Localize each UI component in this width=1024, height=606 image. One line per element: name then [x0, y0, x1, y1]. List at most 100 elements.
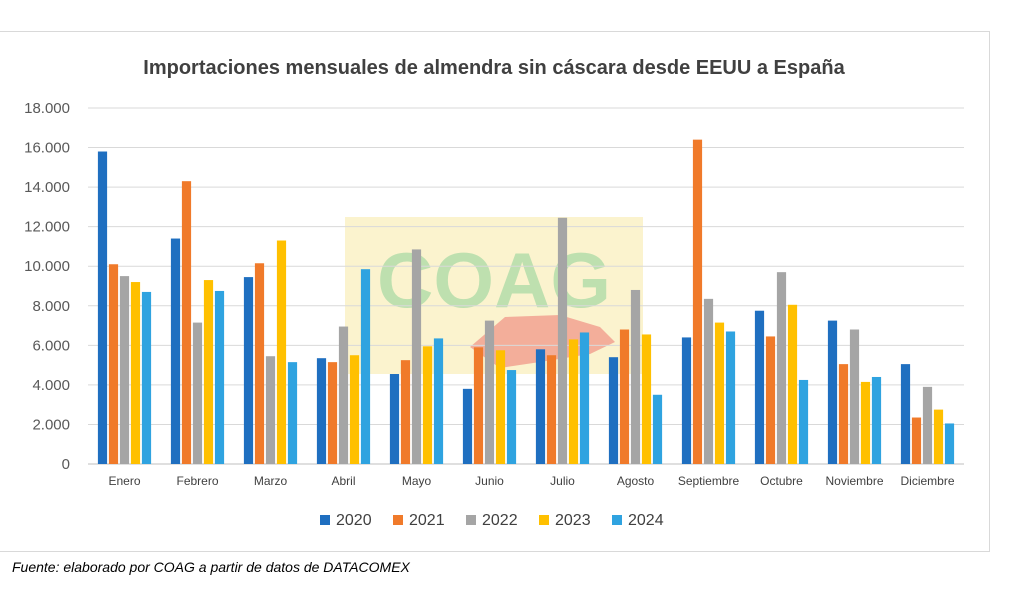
y-tick-label: 14.000 [24, 179, 70, 196]
category-label: Septiembre [678, 474, 740, 488]
y-tick-label: 16.000 [24, 140, 70, 157]
bar-2021-julio [546, 355, 557, 464]
bar-2023-abril [349, 355, 360, 464]
bar-2022-octubre [776, 272, 787, 464]
bar-2023-octubre [787, 304, 798, 464]
y-tick-label: 10.000 [24, 258, 70, 275]
bar-chart: COAG Importaciones mensuales de almendra… [24, 57, 964, 529]
bar-2024-enero [141, 291, 152, 464]
category-label: Junio [475, 474, 504, 488]
y-axis-ticks: 0 2.000 4.000 6.000 8.000 10.000 12.000 14.000 1… [24, 100, 70, 473]
category-label: Octubre [760, 474, 803, 488]
bar-2021-noviembre [838, 364, 849, 464]
bar-2023-julio [568, 339, 579, 464]
bar-2024-septiembre [725, 331, 736, 464]
bar-2022-junio [484, 320, 495, 464]
bar-2020-octubre [754, 310, 765, 464]
bar-2024-noviembre [871, 376, 882, 464]
bar-2022-mayo [411, 249, 422, 464]
category-label: Marzo [254, 474, 288, 488]
bar-2022-febrero [192, 322, 203, 464]
bar-2024-octubre [798, 379, 809, 464]
bar-2021-febrero [181, 181, 192, 464]
bar-2024-marzo [287, 362, 298, 464]
bar-2021-marzo [254, 263, 265, 464]
bar-2020-diciembre [900, 364, 911, 464]
bar-2022-abril [338, 326, 349, 464]
bar-2020-febrero [170, 238, 181, 464]
category-label: Enero [108, 474, 140, 488]
category-label: Abril [331, 474, 355, 488]
y-tick-label: 18.000 [24, 100, 70, 117]
bar-2023-diciembre [933, 409, 944, 464]
bar-2021-diciembre [911, 417, 922, 464]
bar-2023-marzo [276, 240, 287, 464]
legend-swatch-2023 [539, 515, 549, 525]
bar-2021-octubre [765, 336, 776, 464]
bar-2020-noviembre [827, 320, 838, 464]
legend: 2020 2021 2022 2023 2024 [320, 512, 664, 529]
legend-swatch-2021 [393, 515, 403, 525]
bar-2022-enero [119, 276, 130, 464]
legend-label: 2023 [555, 512, 591, 529]
bar-2024-junio [506, 370, 517, 464]
bar-2023-enero [130, 282, 141, 464]
category-label: Diciembre [900, 474, 954, 488]
bar-2024-abril [360, 269, 371, 464]
y-tick-label: 12.000 [24, 219, 70, 236]
category-label: Julio [550, 474, 575, 488]
bar-2022-agosto [630, 289, 641, 464]
bar-2020-enero [97, 151, 108, 464]
bar-2021-septiembre [692, 139, 703, 464]
y-tick-label: 6.000 [32, 337, 70, 354]
y-tick-label: 4.000 [32, 377, 70, 394]
bar-2020-julio [535, 349, 546, 464]
bar-2021-junio [473, 347, 484, 464]
bar-2024-mayo [433, 338, 444, 464]
chart-title: Importaciones mensuales de almendra sin … [143, 57, 845, 79]
bar-2020-junio [462, 388, 473, 464]
bar-2021-enero [108, 264, 119, 464]
bar-2021-mayo [400, 360, 411, 464]
bar-2020-mayo [389, 374, 400, 464]
bar-2023-junio [495, 350, 506, 464]
watermark-tractor-shape [470, 315, 615, 368]
y-tick-label: 0 [62, 456, 70, 473]
bar-2024-julio [579, 332, 590, 464]
bar-2020-marzo [243, 277, 254, 464]
bar-2023-mayo [422, 346, 433, 464]
x-axis-categories: Enero Febrero Marzo Abril Mayo Junio Julio Agos… [108, 474, 954, 488]
bar-2022-diciembre [922, 386, 933, 464]
bar-2020-septiembre [681, 337, 692, 464]
chart-frame: COAG Importaciones mensuales de almendra… [0, 31, 990, 552]
category-label: Agosto [617, 474, 655, 488]
bar-2024-agosto [652, 394, 663, 464]
legend-swatch-2022 [466, 515, 476, 525]
legend-label: 2021 [409, 512, 445, 529]
bar-2022-septiembre [703, 298, 714, 464]
bar-2020-agosto [608, 357, 619, 464]
bar-2023-agosto [641, 334, 652, 464]
bar-2022-noviembre [849, 329, 860, 464]
legend-label: 2022 [482, 512, 518, 529]
bars [97, 139, 955, 464]
bar-2021-abril [327, 362, 338, 464]
bar-2021-agosto [619, 329, 630, 464]
category-label: Mayo [402, 474, 432, 488]
bar-2020-abril [316, 358, 327, 464]
source-note: Fuente: elaborado por COAG a partir de d… [12, 559, 410, 575]
legend-label: 2024 [628, 512, 664, 529]
bar-2024-diciembre [944, 423, 955, 464]
bar-2023-noviembre [860, 381, 871, 464]
legend-swatch-2020 [320, 515, 330, 525]
bar-2022-julio [557, 217, 568, 464]
bar-2022-marzo [265, 356, 276, 464]
legend-swatch-2024 [612, 515, 622, 525]
bar-2023-septiembre [714, 322, 725, 464]
legend-label: 2020 [336, 512, 372, 529]
y-tick-label: 2.000 [32, 416, 70, 433]
bar-2023-febrero [203, 280, 214, 464]
category-label: Noviembre [825, 474, 883, 488]
category-label: Febrero [176, 474, 218, 488]
bar-2024-febrero [214, 290, 225, 464]
